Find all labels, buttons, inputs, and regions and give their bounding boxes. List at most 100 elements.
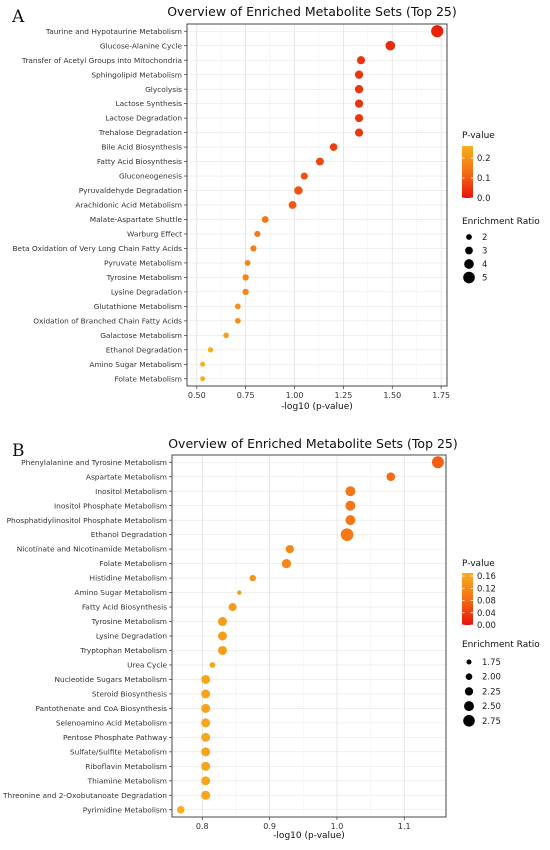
data-point: [386, 472, 396, 482]
data-point: [345, 486, 356, 497]
y-tick-label: Glutathione Metabolism: [94, 302, 182, 311]
data-point: [201, 718, 211, 728]
color-legend-label: 0.12: [477, 584, 496, 594]
data-point: [201, 776, 211, 786]
data-point: [176, 805, 185, 814]
y-tick-label: Trehalose Degradation: [98, 128, 183, 137]
data-point: [250, 245, 257, 252]
y-tick-label: Bile Acid Biosynthesis: [101, 143, 182, 152]
data-point: [281, 558, 292, 569]
x-tick-label: 1.1: [398, 822, 411, 831]
y-tick-label: Lactose Degradation: [105, 114, 182, 123]
panel-letter: A: [11, 7, 25, 27]
data-point: [200, 376, 206, 382]
y-tick-label: Pyruvaldehyde Degradation: [79, 186, 183, 195]
y-tick-label: Sphingolipid Metabolism: [91, 70, 182, 79]
y-tick-label: Riboflavin Metabolism: [85, 762, 167, 771]
color-legend-label: 0.0: [477, 194, 491, 204]
data-point: [288, 201, 297, 209]
data-point: [228, 603, 237, 612]
data-point: [354, 99, 364, 108]
data-point: [431, 456, 444, 469]
y-tick-label: Phenylalanine and Tyrosine Metabolism: [21, 458, 167, 467]
y-tick-label: Pentose Phosphate Pathway: [63, 733, 168, 742]
data-point: [234, 317, 241, 324]
data-point: [345, 500, 356, 511]
y-tick-label: Lactose Synthesis: [115, 99, 182, 108]
x-tick-label: 0.50: [188, 391, 206, 400]
y-tick-label: Tryptophan Metabolism: [79, 646, 167, 655]
data-point: [354, 85, 364, 94]
x-axis-label: -log10 (p-value): [281, 402, 353, 412]
data-point: [300, 172, 308, 180]
y-tick-label: Oxidation of Branched Chain Fatty Acids: [33, 316, 182, 325]
color-legend-title: P-value: [462, 131, 495, 141]
data-point: [201, 703, 211, 713]
color-bar: [462, 146, 473, 198]
y-tick-label: Ethanol Degradation: [106, 345, 183, 354]
size-legend-title: Enrichment Ratio: [462, 217, 540, 227]
size-legend-label: 5: [482, 274, 487, 284]
size-legend-dot: [465, 246, 473, 255]
chart-title: Overview of Enriched Metabolite Sets (To…: [168, 436, 458, 451]
y-tick-label: Urea Cycle: [127, 661, 167, 670]
y-tick-label: Amino Sugar Metabolism: [74, 588, 167, 597]
x-tick-label: 1.0: [331, 822, 344, 831]
color-bar: [462, 573, 473, 625]
data-point: [201, 674, 211, 684]
y-tick-label: Gluconeogenesis: [119, 172, 182, 181]
data-point: [201, 790, 211, 800]
size-legend-label: 2.00: [482, 673, 501, 683]
data-point: [218, 617, 227, 627]
data-point: [249, 574, 256, 582]
data-point: [234, 303, 241, 310]
panel-a: A Overview of Enriched Metabolite Sets (T…: [11, 4, 540, 412]
data-point: [209, 662, 216, 668]
y-tick-label: Phosphatidylinositol Phosphate Metabolis…: [7, 516, 167, 525]
data-point: [294, 186, 303, 195]
data-point: [340, 528, 354, 541]
y-tick-label: Nucleotide Sugars Metabolism: [55, 675, 168, 684]
data-point: [354, 114, 364, 123]
data-point: [285, 544, 294, 554]
data-point: [201, 747, 211, 757]
chart-title: Overview of Enriched Metabolite Sets (To…: [167, 4, 457, 19]
y-tick-label: Amino Sugar Metabolism: [89, 360, 182, 369]
panel-b: B Overview of Enriched Metabolite Sets (T…: [2, 436, 540, 841]
color-legend-label: 0.2: [477, 154, 491, 164]
size-legend-dot: [463, 271, 475, 284]
y-tick-label: Pyruvate Metabolism: [104, 259, 182, 268]
data-point: [200, 361, 206, 367]
color-legend-title: P-value: [462, 559, 495, 569]
size-legend-dot: [465, 673, 473, 681]
gridlines: [187, 24, 447, 386]
size-legend-label: 2.75: [482, 717, 501, 727]
data-point: [254, 230, 261, 238]
data-point: [201, 732, 211, 742]
size-legend-dot: [464, 687, 474, 696]
x-axis-label: -log10 (p-value): [273, 831, 345, 841]
y-tick-label: Inositol Phosphate Metabolism: [54, 501, 167, 510]
y-tick-label: Aspartate Metabolism: [86, 472, 167, 481]
y-tick-label: Steroid Biosynthesis: [92, 690, 167, 699]
data-point: [244, 260, 251, 266]
data-point: [345, 515, 356, 526]
size-legend-label: 2.25: [482, 687, 501, 697]
size-legend-dot: [463, 714, 475, 727]
color-legend-label: 0.1: [477, 174, 491, 184]
y-tick-label: Arachidonic Acid Metabolism: [75, 201, 182, 210]
y-tick-label: Folate Metabolism: [114, 374, 182, 383]
data-point: [207, 347, 214, 353]
x-tick-label: 1.50: [383, 391, 401, 400]
data-point: [201, 689, 211, 699]
color-legend-label: 0.00: [477, 621, 496, 631]
data-point: [218, 645, 227, 655]
y-tick-label: Folate Metabolism: [99, 559, 167, 568]
y-tick-label: Tyrosine Metabolism: [91, 617, 167, 626]
x-tick-label: 1.00: [286, 391, 304, 400]
y-tick-label: Warburg Effect: [127, 230, 182, 239]
data-point: [201, 761, 211, 771]
color-legend-label: 0.08: [477, 597, 496, 607]
size-legend-label: 2: [482, 233, 487, 243]
